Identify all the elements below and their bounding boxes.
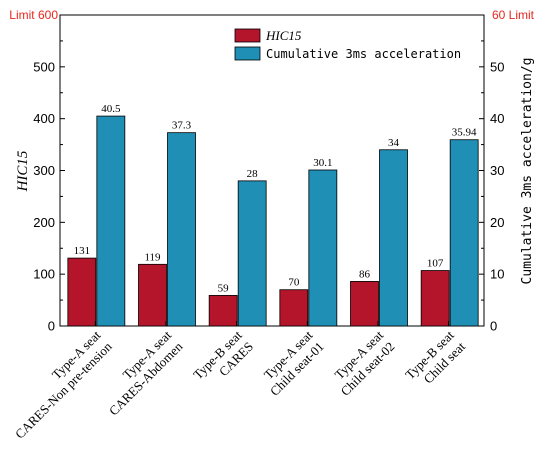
bar-label-hic15: 86 — [359, 268, 371, 280]
bar-acceleration — [308, 169, 338, 327]
bar-labels: 131 40.5 119 37.3 59 28 70 30.1 86 34 107 35.94 — [74, 103, 477, 294]
bar-label-acceleration: 34 — [388, 137, 400, 149]
right-tick-label: 40 — [490, 111, 504, 126]
legend-label-acceleration: Cumulative 3ms acceleration — [266, 47, 461, 61]
left-tick-label: 200 — [33, 215, 55, 230]
bar-label-acceleration: 35.94 — [452, 127, 477, 139]
bar-label-acceleration: 37.3 — [172, 120, 192, 132]
bar-label-hic15: 59 — [218, 282, 230, 294]
bar-acceleration — [379, 149, 408, 327]
legend-label-hic15: HIC15 — [265, 28, 302, 43]
right-axis-ticks: 0 10 20 30 40 50 — [479, 40, 504, 334]
bar-hic15 — [208, 295, 238, 327]
bar-acceleration — [167, 132, 196, 327]
bar-hic15 — [350, 281, 379, 327]
category-label: Type-A seatCARES-Non pre-tension — [1, 327, 115, 441]
category-label: Type-A seatChild seat-01 — [256, 327, 327, 398]
bar-hic15 — [67, 257, 97, 327]
right-tick-label: 0 — [490, 319, 497, 334]
bar-label-hic15: 131 — [74, 245, 91, 257]
left-tick-label: 400 — [33, 111, 55, 126]
bars — [67, 115, 479, 327]
legend-swatch-acceleration — [234, 46, 261, 61]
bar-label-hic15: 107 — [427, 258, 444, 270]
bar-acceleration — [237, 180, 267, 327]
bar-label-hic15: 119 — [144, 251, 161, 263]
legend: HIC15 Cumulative 3ms acceleration — [234, 28, 461, 61]
bar-label-acceleration: 30.1 — [313, 157, 332, 169]
category-label: Type-A seatChild seat-02 — [326, 327, 397, 398]
bar-acceleration — [449, 139, 479, 327]
limit-right-label: 60 Limit — [492, 8, 535, 22]
category-label: Type-B seatChild seat — [402, 327, 468, 393]
category-label: Type-B seatCARES — [190, 327, 256, 393]
category-labels: Type-A seatCARES-Non pre-tension Type-A s… — [1, 321, 468, 442]
left-tick-label: 500 — [33, 59, 55, 74]
bar-hic15 — [138, 263, 167, 327]
bar-label-hic15: 70 — [288, 277, 300, 289]
left-tick-label: 100 — [33, 267, 55, 282]
left-tick-label: 0 — [48, 319, 55, 334]
bar-label-acceleration: 40.5 — [101, 103, 121, 115]
limit-left-label: Limit 600 — [9, 8, 58, 22]
right-tick-label: 30 — [490, 163, 504, 178]
category-label: Type-A seatCARES-Abdomen — [95, 327, 186, 418]
bar-hic15 — [420, 270, 450, 327]
y-axis-right-title: Cumulative 3ms acceleration/g — [520, 58, 535, 285]
right-tick-label: 20 — [490, 215, 504, 230]
category-label-line: CARES-Non pre-tension — [12, 338, 115, 441]
bar-hic15 — [279, 289, 309, 327]
right-tick-label: 10 — [490, 267, 504, 282]
bar-acceleration — [96, 115, 126, 327]
bar-label-acceleration: 28 — [247, 168, 259, 180]
left-tick-label: 300 — [33, 163, 55, 178]
right-tick-label: 50 — [490, 59, 504, 74]
legend-swatch-hic15 — [234, 28, 261, 43]
y-axis-title: HIC15 — [15, 150, 31, 192]
left-axis-ticks: 0 100 200 300 400 500 — [33, 40, 65, 334]
